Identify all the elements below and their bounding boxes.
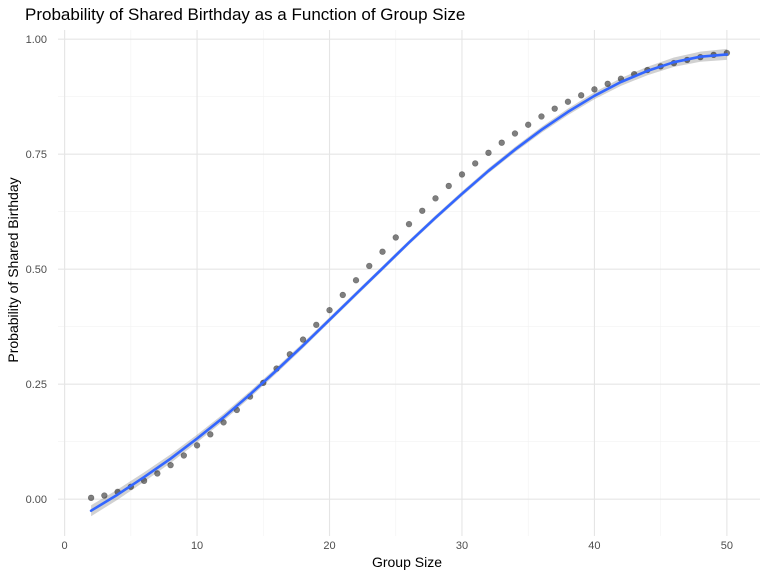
- data-point: [472, 160, 479, 167]
- data-point: [313, 321, 320, 329]
- x-tick-label: 0: [62, 540, 68, 552]
- data-point: [405, 220, 413, 228]
- data-point: [458, 171, 466, 178]
- fit-line-group: [89, 53, 729, 512]
- fit-line: [89, 53, 729, 512]
- y-tick-label: 0.50: [26, 264, 47, 276]
- data-point: [604, 80, 611, 88]
- x-axis-tick-labels: 0 10 20 30 40 50: [62, 540, 733, 552]
- data-point: [511, 130, 519, 137]
- y-tick-label: 0.75: [26, 149, 47, 161]
- minor-gridlines: [58, 30, 760, 536]
- data-point: [180, 452, 188, 459]
- x-tick-label: 20: [323, 540, 335, 552]
- x-axis-title: Group Size: [372, 554, 442, 570]
- data-point: [485, 149, 492, 157]
- data-point: [220, 419, 227, 426]
- data-point: [339, 291, 346, 299]
- data-point: [299, 336, 307, 343]
- x-tick-label: 30: [456, 540, 468, 552]
- data-point: [525, 121, 532, 128]
- data-point: [392, 234, 399, 241]
- data-point: [498, 139, 505, 146]
- data-point: [551, 105, 558, 112]
- y-tick-label: 0.00: [26, 494, 47, 506]
- data-point: [193, 442, 201, 449]
- data-point: [154, 470, 161, 477]
- data-points: [87, 49, 731, 502]
- data-point: [326, 306, 333, 314]
- data-point: [379, 248, 386, 255]
- data-point: [366, 262, 373, 270]
- data-point: [432, 195, 439, 202]
- data-point: [538, 113, 545, 120]
- data-point: [87, 494, 95, 502]
- data-point: [167, 461, 174, 469]
- y-axis-tick-labels: 0.00 0.25 0.50 0.75 1.00: [26, 34, 47, 506]
- data-point: [352, 277, 360, 284]
- data-point: [564, 98, 572, 105]
- x-tick-label: 10: [191, 540, 203, 552]
- data-point: [207, 431, 214, 438]
- data-point: [591, 86, 598, 93]
- data-point: [101, 492, 108, 499]
- y-tick-label: 0.25: [26, 379, 47, 391]
- y-axis-title: Probability of Shared Birthday: [5, 177, 21, 362]
- data-point: [419, 207, 426, 214]
- x-tick-label: 40: [588, 540, 600, 552]
- data-point: [445, 182, 452, 190]
- major-gridlines: [58, 30, 760, 536]
- data-point: [577, 92, 585, 99]
- x-tick-label: 50: [721, 540, 733, 552]
- chart-title: Probability of Shared Birthday as a Func…: [25, 5, 465, 24]
- y-tick-label: 1.00: [26, 34, 47, 46]
